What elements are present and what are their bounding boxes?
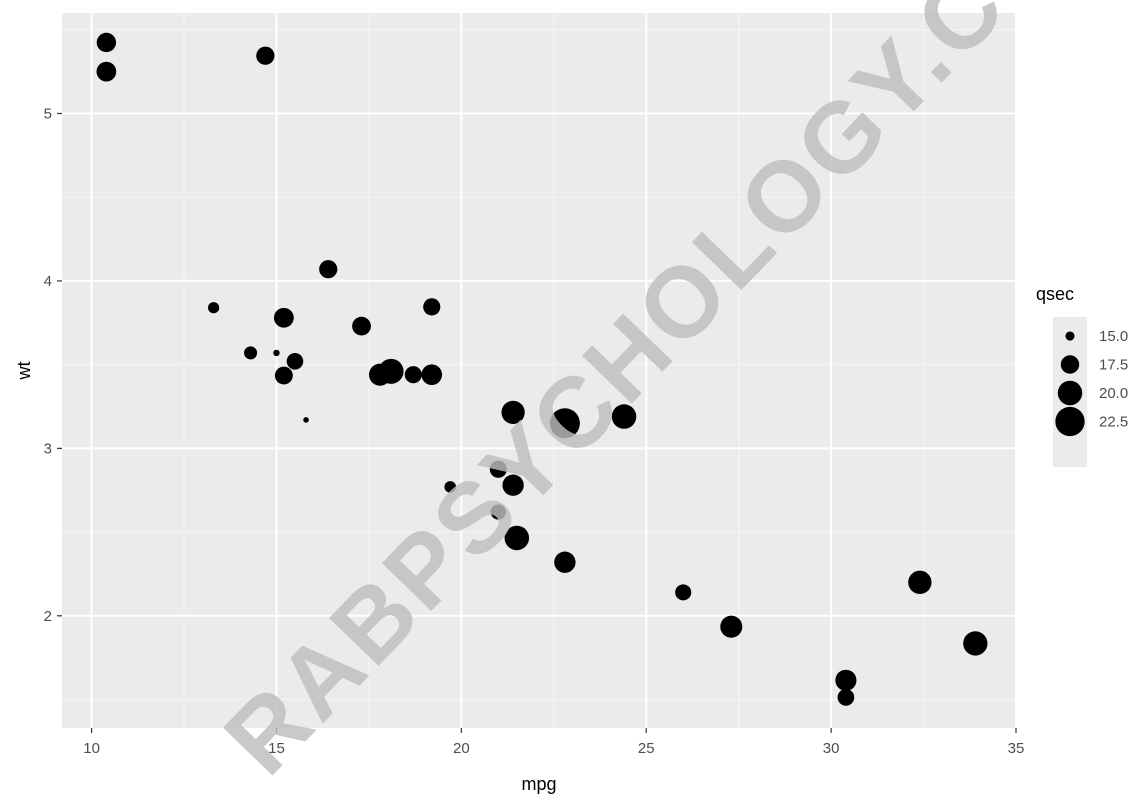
data-point [835,669,857,691]
y-tick-label: 3 [44,440,52,457]
data-point [502,474,524,496]
legend: qsec 15.0 17.5 20.0 22.5 [1036,284,1128,467]
x-tick-label: 20 [453,740,470,757]
data-point [489,460,507,478]
legend-title: qsec [1036,284,1074,304]
data-point [352,316,371,336]
x-tick-label: 25 [638,740,655,757]
data-point [368,363,392,386]
legend-entry-label: 15.0 [1099,328,1128,345]
data-point [319,260,338,279]
data-point [273,349,280,357]
data-point [273,307,294,328]
x-tick-label: 10 [83,740,100,757]
data-point [963,631,988,656]
y-tick-label: 2 [44,608,52,625]
legend-key-circle [1057,380,1083,406]
minor-gridlines [62,13,1016,728]
data-point [720,615,743,638]
data-point [554,551,576,573]
data-point [501,400,525,425]
data-point [96,61,117,82]
x-tick-label: 15 [268,740,285,757]
data-point [286,352,304,370]
legend-entries: 15.0 17.5 20.0 22.5 [1053,317,1128,467]
plot-panel [62,13,1016,728]
data-point [244,346,258,360]
x-tick-label: 35 [1008,740,1025,757]
legend-entry-label: 20.0 [1099,385,1128,402]
data-point [256,46,275,65]
y-tick-label: 5 [44,105,52,122]
x-axis-ticks: 10 15 20 25 30 35 [83,728,1024,757]
legend-entry-label: 17.5 [1099,357,1128,374]
x-axis-title: mpg [521,774,556,794]
data-point [303,417,309,423]
data-point [837,688,855,706]
data-point [549,408,580,439]
data-point [908,570,932,594]
legend-key-circle [1055,406,1085,437]
data-point [444,481,457,493]
data-points [96,32,988,706]
legend-key-circle [1060,355,1080,374]
data-point [404,366,422,384]
y-axis-ticks: 2 3 4 5 [44,105,62,625]
data-point [274,366,293,385]
data-point [421,364,443,385]
data-point [611,404,637,429]
data-point [504,525,530,551]
data-point [675,584,692,601]
x-tick-label: 30 [823,740,840,757]
data-point [490,504,506,520]
data-point [423,298,441,316]
data-point [96,32,117,53]
y-tick-label: 4 [44,273,52,290]
legend-key-circle [1065,331,1075,341]
y-axis-title: wt [14,362,34,381]
legend-entry-label: 22.5 [1099,414,1128,431]
data-point [208,302,220,314]
